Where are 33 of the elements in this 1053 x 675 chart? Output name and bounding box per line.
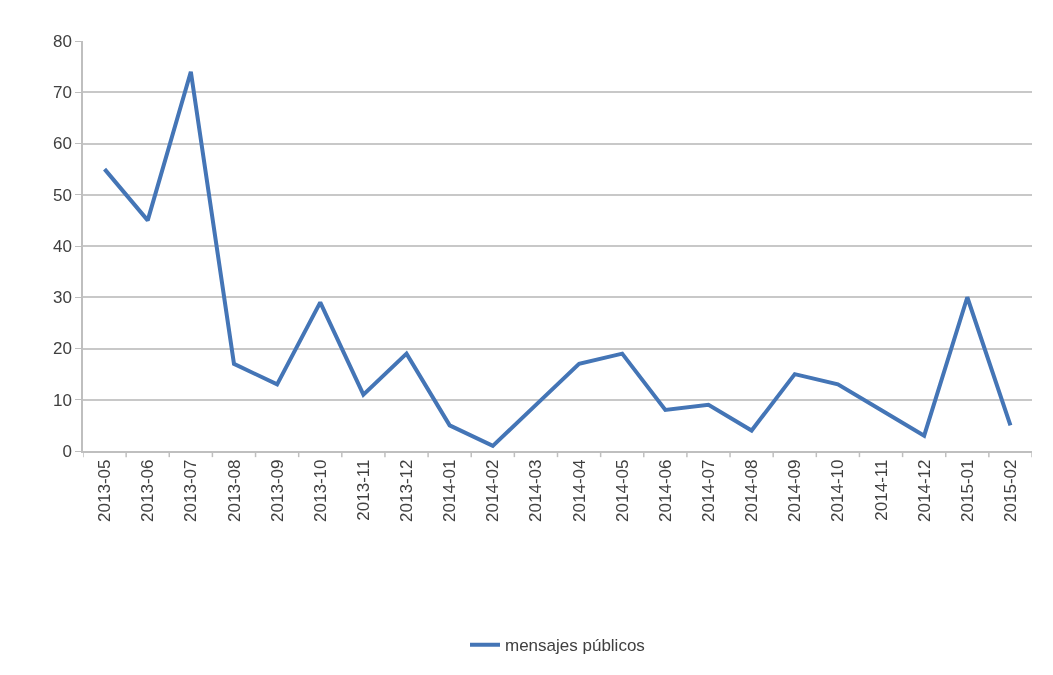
- x-tick-label: 2013-09: [267, 459, 287, 522]
- x-tick-label: 2015-02: [1000, 459, 1020, 522]
- x-tick-label: 2014-12: [914, 459, 934, 522]
- x-tick-label: 2014-07: [699, 459, 719, 522]
- x-tick-label: 2014-11: [871, 459, 891, 521]
- y-tick-label: 80: [52, 31, 72, 51]
- x-tick-label: 2014-08: [742, 459, 762, 522]
- y-tick-label: 70: [52, 83, 72, 103]
- y-tick-label: 50: [52, 185, 72, 205]
- y-tick-label: 20: [52, 339, 72, 359]
- x-tick-label: 2013-05: [95, 459, 115, 522]
- x-tick-label: 2014-06: [655, 459, 675, 522]
- x-tick-label: 2013-07: [181, 459, 201, 522]
- y-tick-label: 60: [52, 134, 72, 154]
- y-tick-label: 10: [52, 390, 72, 410]
- y-tick-label: 30: [52, 288, 72, 308]
- x-tick-label: 2014-05: [612, 459, 632, 522]
- x-tick-label: 2013-12: [397, 459, 417, 522]
- x-tick-label: 2014-02: [483, 459, 503, 522]
- x-tick-label: 2014-10: [828, 459, 848, 522]
- x-tick-label: 2014-09: [785, 459, 805, 522]
- x-tick-label: 2015-01: [957, 459, 977, 522]
- y-tick-label: 0: [62, 441, 72, 461]
- y-tick-label: 40: [52, 236, 72, 256]
- x-tick-label: 2014-04: [569, 459, 589, 522]
- x-tick-label: 2013-06: [138, 459, 158, 522]
- x-tick-label: 2013-10: [310, 459, 330, 522]
- x-tick-label: 2014-03: [526, 459, 546, 522]
- x-tick-label: 2014-01: [440, 459, 460, 522]
- line-series: [102, 69, 1013, 448]
- x-tick-label: 2013-08: [224, 459, 244, 522]
- x-tick-label: 2013-11: [353, 459, 373, 521]
- legend-label: mensajes públicos: [505, 636, 645, 656]
